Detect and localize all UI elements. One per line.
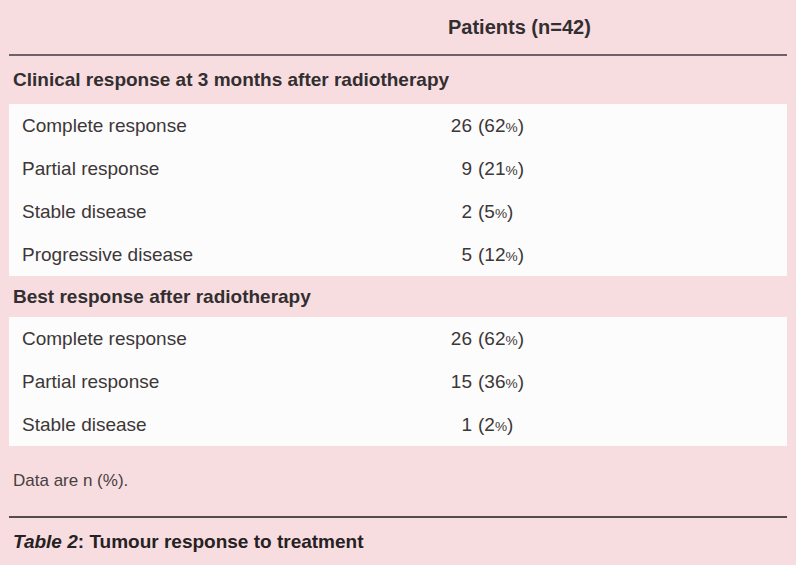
row-label: Complete response bbox=[9, 115, 187, 137]
percent-sign: % bbox=[495, 206, 507, 221]
row-value-n: 26 bbox=[400, 115, 472, 137]
percent-sign: % bbox=[505, 163, 517, 178]
row-value: 26 (62%) bbox=[400, 317, 524, 360]
table-row: Stable disease 1 (2%) bbox=[9, 403, 787, 446]
row-label: Partial response bbox=[9, 371, 159, 393]
table-row: Partial response 15 (36%) bbox=[9, 360, 787, 403]
table-row: Complete response 26 (62%) bbox=[9, 317, 787, 360]
row-value-n: 26 bbox=[400, 328, 472, 350]
row-value-percent: (62%) bbox=[478, 115, 524, 137]
table-section: Clinical response at 3 months after radi… bbox=[0, 56, 796, 276]
row-value-percent: (21%) bbox=[478, 158, 524, 180]
percent-sign: % bbox=[495, 419, 507, 434]
row-value-percent: (5%) bbox=[478, 201, 513, 223]
table-footnote: Data are n (%). bbox=[0, 446, 796, 516]
percent-sign: % bbox=[505, 376, 517, 391]
row-value: 15 (36%) bbox=[400, 360, 524, 403]
row-value-percent: (36%) bbox=[478, 371, 524, 393]
table-row: Partial response 9 (21%) bbox=[9, 147, 787, 190]
percent-sign: % bbox=[505, 249, 517, 264]
row-value-n: 15 bbox=[400, 371, 472, 393]
footnote-text: Data are n (%). bbox=[13, 471, 128, 491]
table-row: Progressive disease 5 (12%) bbox=[9, 233, 787, 276]
row-value: 9 (21%) bbox=[400, 147, 524, 190]
journal-table-figure: Patients (n=42) Clinical response at 3 m… bbox=[0, 0, 796, 565]
section-rows-block: Complete response 26 (62%) Partial response… bbox=[9, 104, 787, 276]
table-section: Best response after radiotherapyComplete… bbox=[0, 276, 796, 446]
section-title: Best response after radiotherapy bbox=[0, 276, 796, 317]
table-sections: Clinical response at 3 months after radi… bbox=[0, 56, 796, 446]
row-value-n: 5 bbox=[400, 244, 472, 266]
row-label: Progressive disease bbox=[9, 244, 193, 266]
section-title: Clinical response at 3 months after radi… bbox=[0, 56, 796, 104]
row-value: 1 (2%) bbox=[400, 403, 513, 446]
row-value: 2 (5%) bbox=[400, 190, 513, 233]
row-value-n: 2 bbox=[400, 201, 472, 223]
row-value-percent: (62%) bbox=[478, 328, 524, 350]
table-caption: Table 2: Tumour response to treatment bbox=[0, 518, 796, 565]
row-value: 5 (12%) bbox=[400, 233, 524, 276]
row-value-percent: (12%) bbox=[478, 244, 524, 266]
table-caption-title: Tumour response to treatment bbox=[89, 531, 363, 553]
table-caption-number: Table 2 bbox=[13, 531, 78, 553]
percent-sign: % bbox=[505, 120, 517, 135]
column-header-band: Patients (n=42) bbox=[0, 0, 796, 54]
row-value: 26 (62%) bbox=[400, 104, 524, 147]
row-value-n: 1 bbox=[400, 414, 472, 436]
percent-sign: % bbox=[505, 333, 517, 348]
table-caption-separator: : bbox=[78, 531, 90, 553]
column-header-patients: Patients (n=42) bbox=[448, 16, 591, 39]
table-row: Stable disease 2 (5%) bbox=[9, 190, 787, 233]
table-row: Complete response 26 (62%) bbox=[9, 104, 787, 147]
row-value-n: 9 bbox=[400, 158, 472, 180]
row-label: Stable disease bbox=[9, 414, 147, 436]
row-label: Partial response bbox=[9, 158, 159, 180]
row-label: Complete response bbox=[9, 328, 187, 350]
row-value-percent: (2%) bbox=[478, 414, 513, 436]
row-label: Stable disease bbox=[9, 201, 147, 223]
section-rows-block: Complete response 26 (62%) Partial response… bbox=[9, 317, 787, 446]
